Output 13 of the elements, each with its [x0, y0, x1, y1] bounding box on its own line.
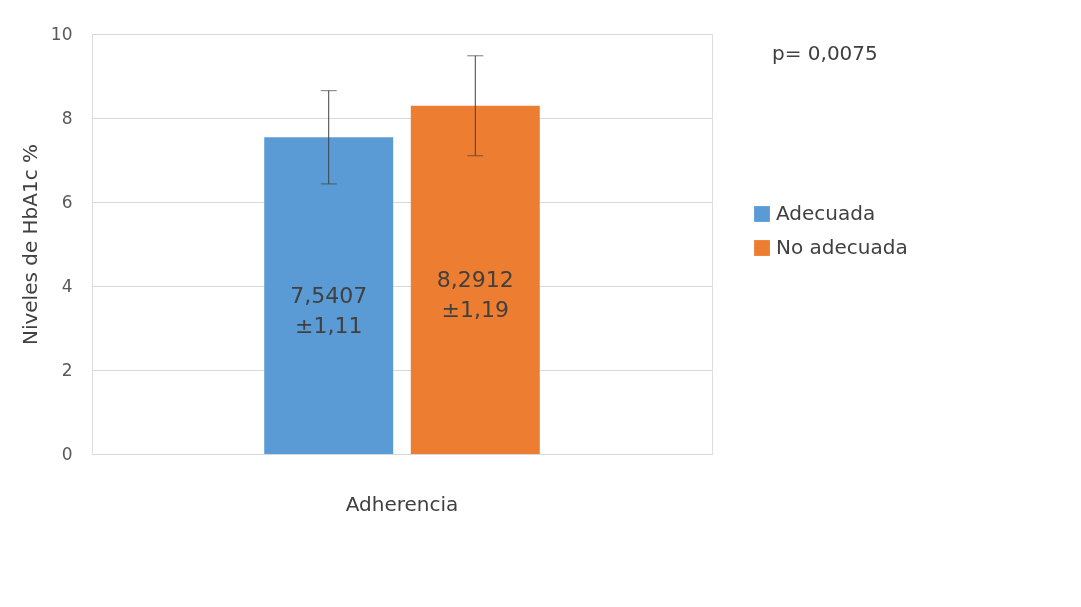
legend-label: No adecuada: [776, 235, 908, 259]
y-tick-label: 2: [61, 359, 73, 380]
data-label: 8,2912 ±1,19: [436, 266, 514, 322]
y-tick-label: 4: [61, 275, 73, 296]
y-tick-label: 0: [61, 443, 73, 464]
data-label: 7,5407 ±1,11: [290, 282, 368, 338]
y-tick-label: 6: [61, 191, 73, 212]
text: p= 0,0075: [772, 41, 878, 65]
y-tick-label: 8: [61, 107, 73, 128]
legend-label: Adecuada: [776, 201, 876, 225]
y-axis-title: Niveles de HbA1c %: [17, 143, 42, 346]
x-tick-label: Adherencia: [345, 491, 459, 516]
y-tick-label: 10: [50, 23, 73, 44]
